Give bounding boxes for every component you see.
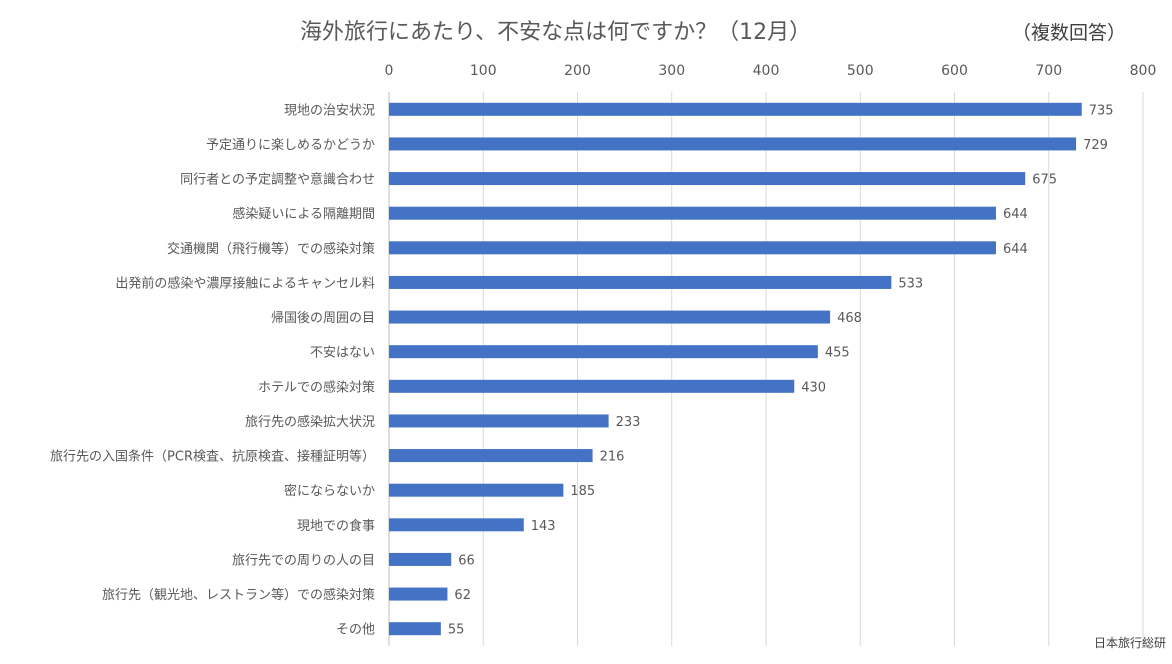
data-label: 430 — [801, 380, 826, 395]
bar — [389, 310, 831, 324]
category-label: 帰国後の周囲の目 — [271, 310, 375, 326]
data-label: 468 — [837, 311, 862, 326]
category-label: 同行者との予定調整や意識合わせ — [180, 172, 375, 188]
category-label: 旅行先（観光地、レストラン等）での感染対策 — [102, 587, 375, 603]
x-tick-label: 100 — [470, 63, 497, 79]
category-label: 感染疑いによる隔離期間 — [232, 206, 375, 222]
bar — [389, 379, 795, 393]
category-label: その他 — [336, 623, 375, 638]
data-label: 55 — [448, 623, 465, 638]
data-label: 735 — [1089, 103, 1114, 118]
x-tick-label: 200 — [564, 63, 591, 79]
category-label: 旅行先の入国条件（PCR検査、抗原検査、接種証明等） — [50, 449, 375, 465]
x-tick-label: 600 — [941, 63, 968, 79]
category-label: 不安はない — [310, 346, 375, 361]
category-label: ホテルでの感染対策 — [258, 379, 375, 395]
bar — [389, 102, 1082, 116]
data-label: 533 — [898, 276, 923, 291]
source-label: 日本旅行総研 — [1093, 636, 1166, 650]
data-label: 455 — [825, 346, 850, 361]
x-tick-label: 300 — [658, 63, 685, 79]
category-label: 旅行先の感染拡大状況 — [245, 414, 375, 430]
x-tick-label: 800 — [1130, 63, 1157, 79]
data-label: 675 — [1032, 173, 1057, 188]
data-label: 66 — [458, 553, 475, 568]
bar — [389, 518, 524, 532]
category-label: 出発前の感染や濃厚接触によるキャンセル料 — [115, 275, 375, 291]
bar — [389, 345, 818, 359]
x-tick-label: 700 — [1035, 63, 1062, 79]
bar — [389, 449, 593, 463]
bar — [389, 275, 892, 289]
data-label: 62 — [454, 588, 471, 603]
data-label: 143 — [531, 519, 556, 534]
data-label: 644 — [1003, 242, 1028, 257]
bar — [389, 137, 1077, 151]
bar — [389, 622, 441, 636]
bar — [389, 414, 609, 428]
chart-title: 海外旅行にあたり、不安な点は何ですか？（12月） — [300, 20, 812, 45]
data-label: 216 — [600, 450, 625, 465]
data-label: 233 — [616, 415, 641, 430]
bar — [389, 552, 452, 566]
category-label: 現地の治安状況 — [284, 103, 375, 118]
bar — [389, 483, 564, 497]
category-label: 旅行先での周りの人の目 — [232, 553, 375, 568]
bar — [389, 206, 996, 220]
bar — [389, 241, 996, 255]
bar — [389, 587, 448, 601]
bar — [389, 172, 1026, 186]
x-tick-label: 400 — [753, 63, 780, 79]
data-label: 729 — [1083, 138, 1108, 153]
category-label: 予定通りに楽しめるかどうか — [206, 137, 375, 153]
x-tick-label: 0 — [385, 63, 394, 79]
chart-subtitle: （複数回答） — [1012, 22, 1127, 44]
data-label: 185 — [570, 484, 595, 499]
category-label: 現地での食事 — [297, 518, 375, 534]
category-label: 密にならないか — [284, 483, 375, 499]
x-tick-label: 500 — [847, 63, 874, 79]
data-label: 644 — [1003, 207, 1028, 222]
category-label: 交通機関（飛行機等）での感染対策 — [167, 241, 375, 257]
